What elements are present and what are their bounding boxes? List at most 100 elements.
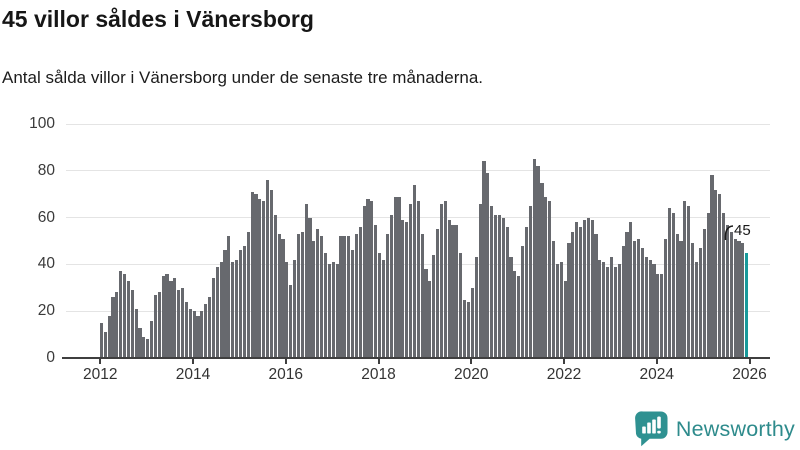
- bar: [667, 208, 672, 358]
- bar: [428, 280, 432, 358]
- bar: [142, 336, 146, 358]
- x-axis-tick-label: 2018: [361, 366, 396, 383]
- bar: [501, 217, 505, 358]
- bar: [366, 198, 370, 358]
- bar: [540, 182, 544, 358]
- bar: [683, 201, 687, 358]
- bar: [393, 196, 397, 358]
- bar: [150, 320, 154, 358]
- x-axis-tick: [748, 359, 751, 364]
- bar: [420, 233, 424, 358]
- bar: [103, 332, 107, 358]
- bar: [242, 245, 246, 358]
- bar: [115, 292, 119, 358]
- bar: [177, 290, 181, 358]
- x-axis-tick-label: 2014: [175, 366, 211, 383]
- bar: [173, 278, 177, 358]
- bar: [505, 226, 509, 358]
- bar: [571, 231, 575, 358]
- y-axis-label: 60: [37, 208, 55, 226]
- bar: [273, 215, 277, 358]
- bar: [180, 287, 185, 358]
- bar: [312, 241, 316, 358]
- y-axis-label: 80: [37, 161, 55, 179]
- bar: [691, 243, 695, 358]
- bar: [296, 233, 301, 358]
- bar: [486, 173, 490, 358]
- bar: [397, 196, 401, 358]
- bar: [99, 322, 103, 358]
- bar: [679, 241, 683, 358]
- bar: [316, 229, 320, 358]
- bar: [320, 236, 324, 358]
- bar: [602, 262, 606, 358]
- bar: [208, 297, 212, 358]
- x-axis-line: [62, 357, 770, 359]
- bar: [524, 226, 529, 358]
- bar: [741, 243, 745, 358]
- bar: [474, 257, 478, 358]
- bar: [625, 231, 629, 358]
- bar: [153, 294, 158, 358]
- y-axis-label: 100: [29, 115, 55, 132]
- bar: [107, 315, 111, 358]
- bar: [528, 205, 532, 358]
- bar: [119, 271, 123, 358]
- bar: [350, 250, 355, 358]
- bar: [590, 219, 594, 358]
- x-axis-tick: [192, 359, 195, 364]
- x-axis-tick: [99, 359, 102, 364]
- x-axis-tick: [563, 359, 566, 364]
- bar: [169, 280, 173, 358]
- bar: [532, 159, 536, 358]
- gridline: [66, 123, 770, 125]
- bar: [238, 250, 243, 358]
- bar: [633, 241, 637, 358]
- bar: [281, 238, 285, 358]
- bar: [644, 257, 648, 358]
- bar: [443, 201, 447, 358]
- bar: [621, 245, 625, 358]
- bar: [161, 276, 165, 358]
- bar: [339, 236, 343, 358]
- bar: [521, 245, 525, 358]
- bar: [559, 262, 563, 358]
- bar: [196, 315, 200, 358]
- x-axis-tick-label: 2024: [639, 366, 675, 383]
- bar: [586, 217, 590, 358]
- bar: [606, 266, 610, 358]
- bar: [725, 224, 729, 358]
- bar: [722, 212, 726, 358]
- bar: [629, 222, 633, 358]
- newsworthy-logo[interactable]: Newsworthy: [634, 410, 795, 448]
- bar: [636, 238, 641, 358]
- bar: [451, 224, 455, 358]
- bar: [165, 273, 169, 358]
- bar: [250, 191, 254, 358]
- bar: [293, 259, 297, 358]
- bar: [223, 250, 227, 358]
- x-axis-tick: [377, 359, 380, 364]
- bar: [482, 161, 486, 358]
- bar-highlighted: [745, 252, 749, 358]
- bar: [327, 264, 331, 358]
- bar: [122, 273, 127, 358]
- bar: [598, 259, 602, 358]
- bar: [551, 241, 556, 358]
- bar: [737, 241, 741, 358]
- bar: [447, 219, 451, 358]
- bar: [362, 205, 366, 358]
- bar: [323, 252, 328, 358]
- bar: [138, 327, 142, 358]
- bar: [358, 226, 362, 358]
- bar: [374, 224, 378, 358]
- bar: [347, 236, 351, 358]
- bar: [215, 266, 219, 358]
- bar: [343, 236, 347, 358]
- bar: [671, 212, 675, 358]
- bar: [412, 184, 416, 358]
- bar: [664, 238, 668, 358]
- bar: [184, 301, 188, 358]
